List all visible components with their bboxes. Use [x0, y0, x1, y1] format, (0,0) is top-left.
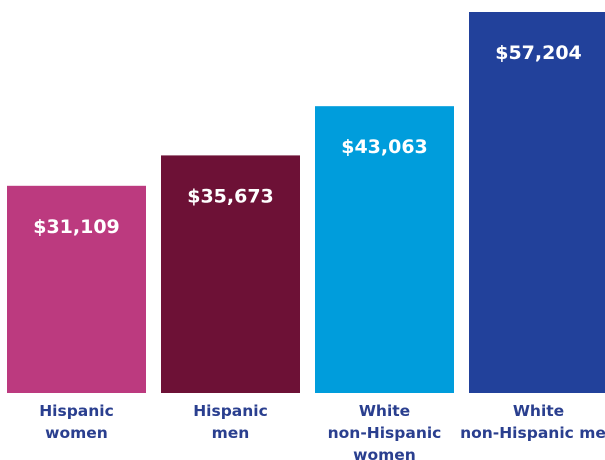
bar-value-label: $57,204 [495, 42, 582, 64]
bar-2 [161, 155, 300, 393]
category-label: White non-Hispanic men [460, 402, 605, 442]
category-label: Hispanic women [39, 402, 114, 442]
category-label: White non-Hispanic women [328, 402, 442, 460]
bar-1 [7, 185, 146, 393]
bar-value-label: $31,109 [33, 216, 120, 238]
bar-3 [315, 106, 454, 394]
bar-4 [469, 12, 605, 393]
category-label: Hispanic men [193, 402, 268, 442]
bar-value-label: $43,063 [341, 136, 428, 158]
bar-value-label: $35,673 [187, 185, 274, 207]
